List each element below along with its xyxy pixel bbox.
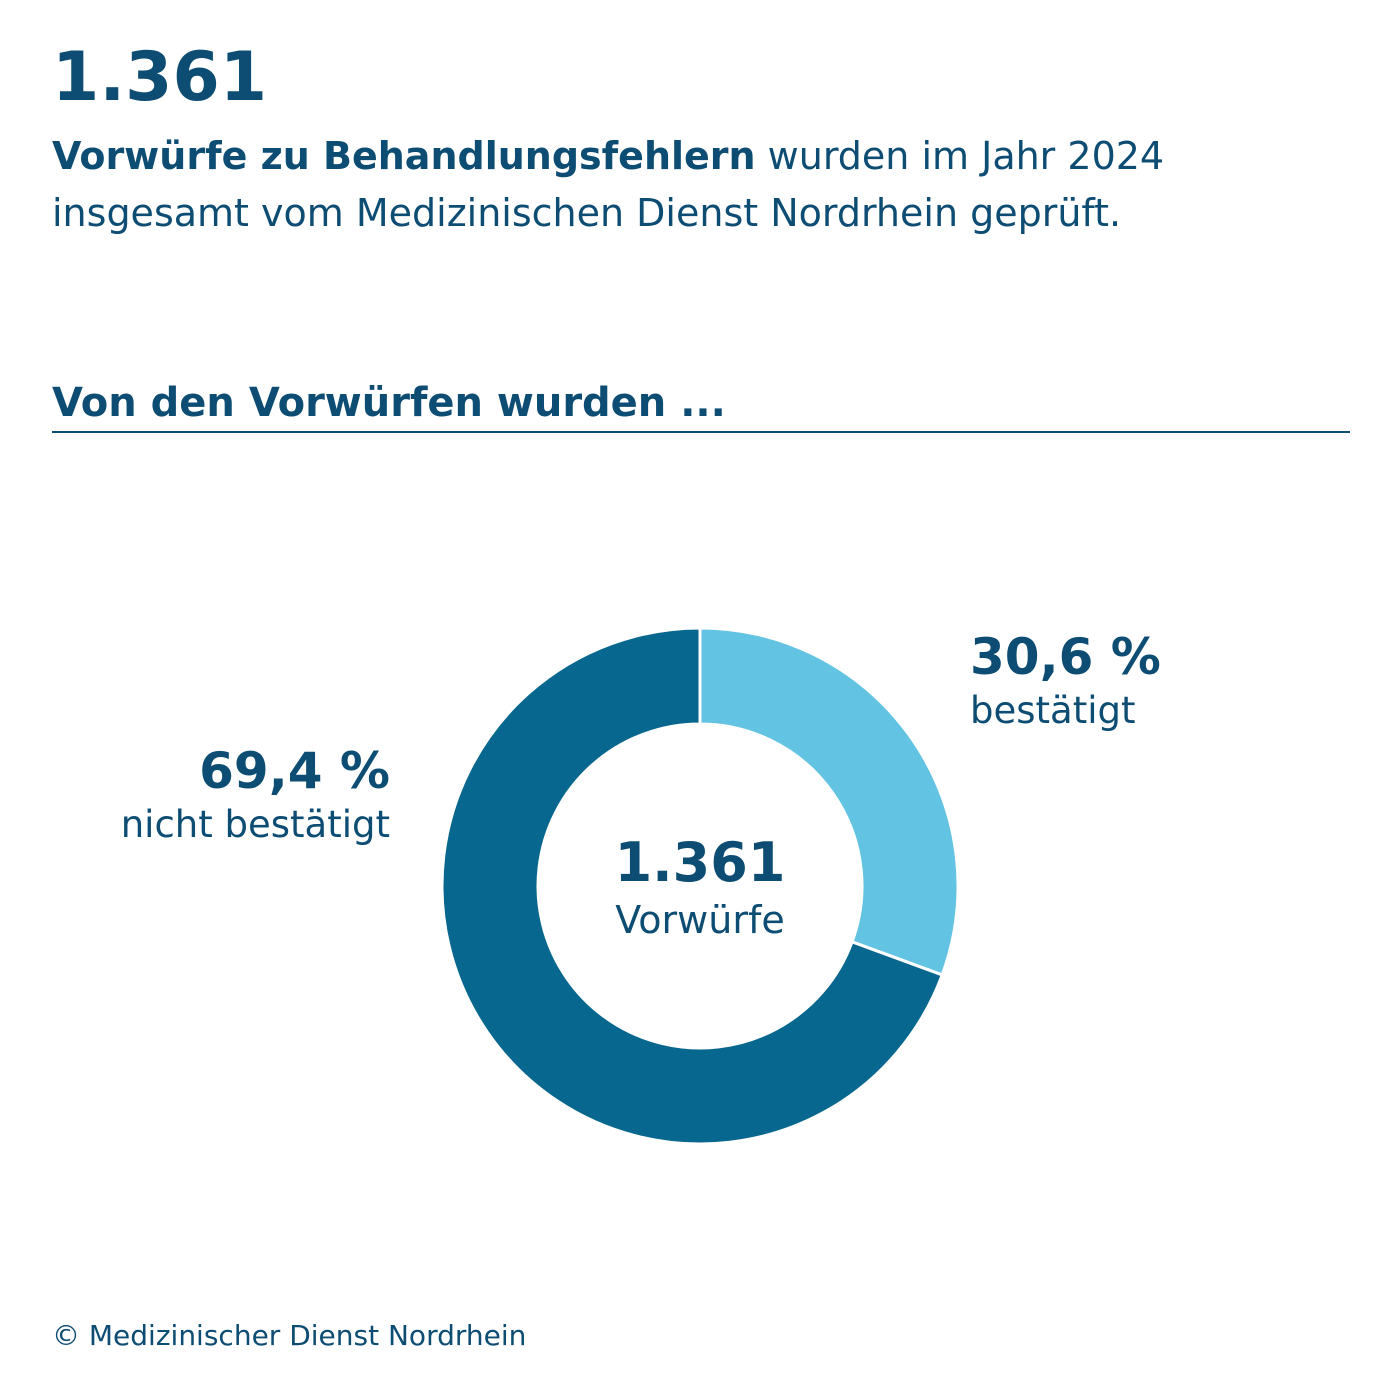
label-confirmed-percent: 30,6 %	[970, 628, 1161, 686]
slice-confirmed	[698, 626, 960, 977]
label-confirmed-text: bestätigt	[970, 689, 1136, 732]
headline-text: Vorwürfe zu Behandlungsfehlern wurden im…	[52, 128, 1352, 242]
headline-text-bold: Vorwürfe zu Behandlungsfehlern	[52, 134, 756, 178]
copyright-note: © Medizinischer Dienst Nordrhein	[52, 1319, 527, 1352]
section-heading: Von den Vorwürfen wurden ...	[52, 380, 726, 426]
headline-number: 1.361	[52, 38, 268, 117]
label-not-confirmed-text: nicht bestätigt	[120, 803, 390, 846]
label-not-confirmed-percent: 69,4 %	[199, 742, 390, 800]
label-confirmed: 30,6 % bestätigt	[970, 628, 1161, 736]
label-not-confirmed: 69,4 % nicht bestätigt	[121, 742, 390, 850]
donut-center-caption: Vorwürfe	[615, 898, 785, 942]
slice-not-confirmed	[440, 626, 945, 1146]
donut-center-value: 1.361	[614, 831, 786, 894]
section-divider	[52, 431, 1350, 433]
headline-text-rest: wurden im Jahr 2024 insgesamt vom Medizi…	[52, 134, 1165, 235]
donut-center-label: 1.361 Vorwürfe	[450, 832, 950, 946]
